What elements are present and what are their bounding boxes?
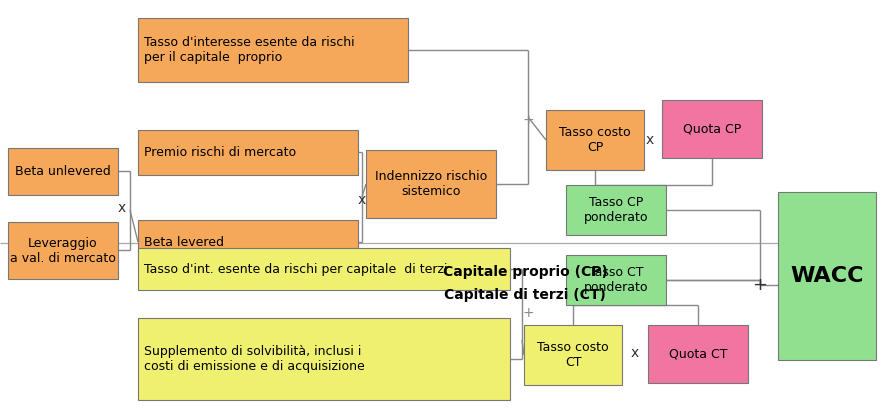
FancyBboxPatch shape (546, 110, 644, 170)
Text: Tasso CT
ponderato: Tasso CT ponderato (583, 266, 648, 294)
FancyBboxPatch shape (778, 192, 876, 360)
FancyBboxPatch shape (662, 100, 762, 158)
FancyBboxPatch shape (566, 185, 666, 235)
FancyBboxPatch shape (524, 325, 622, 385)
FancyBboxPatch shape (138, 248, 510, 290)
Text: +: + (522, 306, 534, 320)
FancyBboxPatch shape (366, 150, 496, 218)
Text: x: x (631, 346, 639, 360)
Text: Quota CP: Quota CP (682, 123, 741, 136)
FancyBboxPatch shape (566, 255, 666, 305)
Text: Indennizzo rischio
sistemico: Indennizzo rischio sistemico (375, 170, 487, 198)
Text: x: x (118, 201, 126, 215)
Text: Tasso d'interesse esente da rischi
per il capitale  proprio: Tasso d'interesse esente da rischi per i… (144, 36, 354, 64)
Text: Beta unlevered: Beta unlevered (15, 165, 110, 178)
Text: Capitale di terzi (CT): Capitale di terzi (CT) (444, 288, 606, 302)
Text: x: x (358, 193, 366, 207)
Text: +: + (522, 113, 534, 127)
FancyBboxPatch shape (138, 220, 358, 265)
FancyBboxPatch shape (138, 18, 408, 82)
FancyBboxPatch shape (8, 222, 118, 279)
FancyBboxPatch shape (138, 130, 358, 175)
FancyBboxPatch shape (648, 325, 748, 383)
FancyBboxPatch shape (138, 318, 510, 400)
Text: Leveraggio
a val. di mercato: Leveraggio a val. di mercato (10, 236, 116, 265)
Text: Beta levered: Beta levered (144, 236, 224, 249)
Text: WACC: WACC (790, 266, 864, 286)
Text: Tasso d'int. esente da rischi per capitale  di terzi: Tasso d'int. esente da rischi per capita… (144, 262, 447, 276)
Text: Capitale proprio (CP): Capitale proprio (CP) (443, 265, 607, 279)
Text: +: + (752, 276, 767, 294)
Text: x: x (646, 133, 654, 147)
Text: Tasso costo
CT: Tasso costo CT (537, 341, 609, 369)
Text: Tasso CP
ponderato: Tasso CP ponderato (583, 196, 648, 224)
Text: Tasso costo
CP: Tasso costo CP (560, 126, 631, 154)
Text: Supplemento di solvibilità, inclusi i
costi di emissione e di acquisizione: Supplemento di solvibilità, inclusi i co… (144, 345, 365, 373)
Text: Premio rischi di mercato: Premio rischi di mercato (144, 146, 296, 159)
FancyBboxPatch shape (8, 148, 118, 195)
Text: Quota CT: Quota CT (669, 347, 728, 360)
